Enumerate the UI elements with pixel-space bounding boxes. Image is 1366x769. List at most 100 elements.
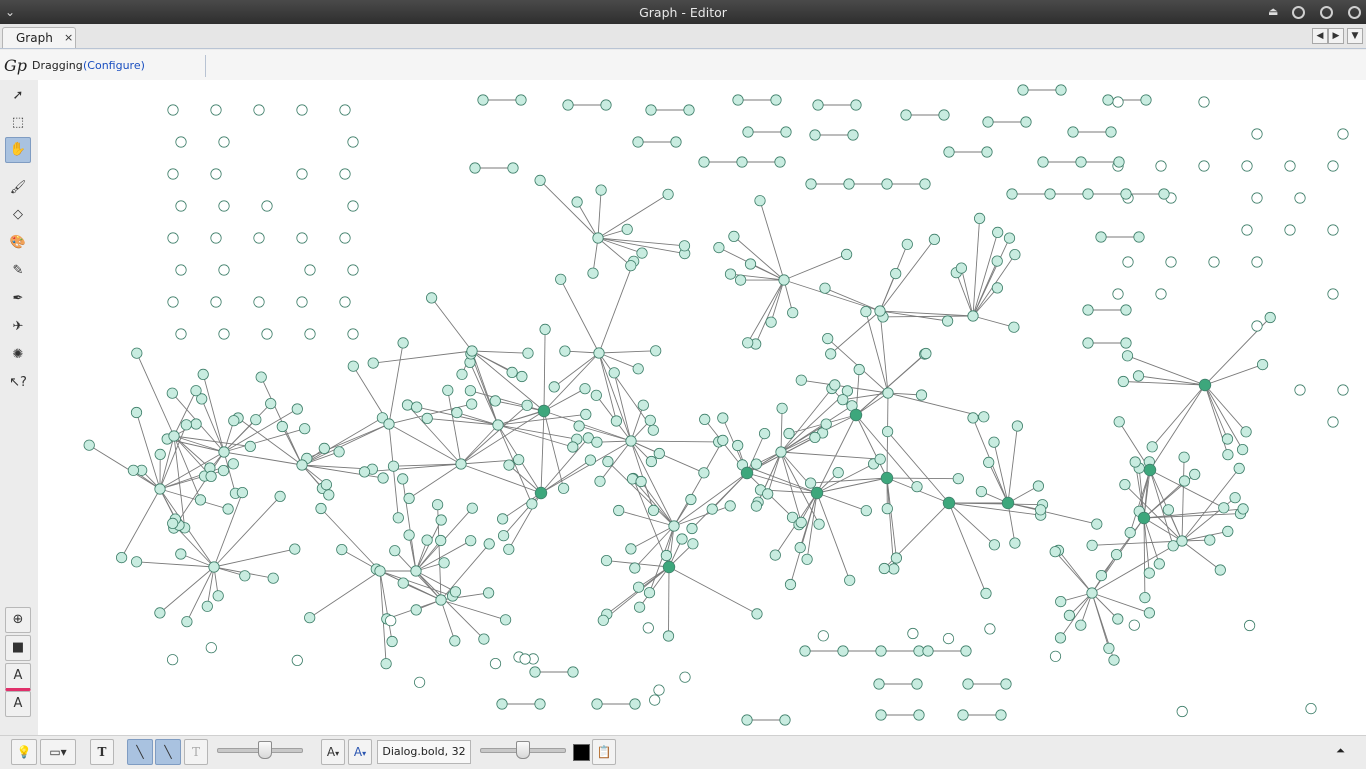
graph-node[interactable] <box>478 95 488 105</box>
graph-node[interactable] <box>714 242 724 252</box>
graph-node[interactable] <box>876 646 886 656</box>
graph-node[interactable] <box>466 536 476 546</box>
graph-node[interactable] <box>679 241 689 251</box>
graph-node[interactable] <box>1223 450 1233 460</box>
graph-node[interactable] <box>745 259 755 269</box>
graph-node[interactable] <box>490 658 500 668</box>
graph-node[interactable] <box>538 405 550 417</box>
graph-node[interactable] <box>588 268 598 278</box>
graph-node[interactable] <box>592 699 602 709</box>
graph-node[interactable] <box>876 710 886 720</box>
graph-node[interactable] <box>457 369 467 379</box>
graph-node[interactable] <box>788 308 798 318</box>
graph-node[interactable] <box>593 233 603 243</box>
graph-node[interactable] <box>404 493 414 503</box>
graph-node[interactable] <box>439 558 449 568</box>
graph-node[interactable] <box>874 679 884 689</box>
graph-node[interactable] <box>806 179 816 189</box>
drag-hand-icon[interactable]: ✋ <box>5 137 31 163</box>
graph-node[interactable] <box>742 715 752 725</box>
graph-node[interactable] <box>206 471 216 481</box>
graph-node[interactable] <box>923 646 933 656</box>
graph-node[interactable] <box>637 248 647 258</box>
graph-node[interactable] <box>800 646 810 656</box>
graph-node[interactable] <box>514 455 524 465</box>
graph-node[interactable] <box>568 667 578 677</box>
graph-node[interactable] <box>305 329 315 339</box>
graph-node[interactable] <box>290 544 300 554</box>
graph-node[interactable] <box>1156 289 1166 299</box>
graph-node[interactable] <box>297 460 307 470</box>
graph-node[interactable] <box>784 428 794 438</box>
graph-node[interactable] <box>1252 193 1262 203</box>
graph-node[interactable] <box>733 95 743 105</box>
paintbrush-icon[interactable]: 🖌 <box>5 175 31 201</box>
graph-node[interactable] <box>601 555 611 565</box>
graph-node[interactable] <box>1177 706 1187 716</box>
graph-node[interactable] <box>479 634 489 644</box>
graph-node[interactable] <box>663 189 673 199</box>
graph-node[interactable] <box>953 474 963 484</box>
graph-node[interactable] <box>743 127 753 137</box>
graph-node[interactable] <box>700 414 710 424</box>
background-color-icon[interactable]: ■ <box>5 635 31 661</box>
graph-node[interactable] <box>1306 703 1316 713</box>
graph-node[interactable] <box>340 233 350 243</box>
graph-node[interactable] <box>484 539 494 549</box>
graph-node[interactable] <box>398 578 408 588</box>
graph-node[interactable] <box>340 297 350 307</box>
graph-node[interactable] <box>277 421 287 431</box>
graph-node[interactable] <box>348 137 358 147</box>
graph-node[interactable] <box>1004 233 1014 243</box>
graph-node[interactable] <box>1096 232 1106 242</box>
graph-node[interactable] <box>527 499 537 509</box>
graph-node[interactable] <box>128 465 138 475</box>
graph-node[interactable] <box>398 338 408 348</box>
graph-node[interactable] <box>1121 338 1131 348</box>
graph-node[interactable] <box>741 467 753 479</box>
graph-node[interactable] <box>968 413 978 423</box>
graph-node[interactable] <box>1113 614 1123 624</box>
graph-node[interactable] <box>821 419 831 429</box>
graph-node[interactable] <box>882 179 892 189</box>
graph-node[interactable] <box>268 573 278 583</box>
graph-node[interactable] <box>795 542 805 552</box>
graph-node[interactable] <box>766 317 776 327</box>
label-settings-icon[interactable]: 📋 <box>592 739 616 765</box>
graph-node[interactable] <box>733 440 743 450</box>
graph-node[interactable] <box>1113 97 1123 107</box>
graph-node[interactable] <box>981 588 991 598</box>
graph-node[interactable] <box>1144 568 1154 578</box>
graph-node[interactable] <box>387 636 397 646</box>
graph-node[interactable] <box>908 628 918 638</box>
graph-node[interactable] <box>1055 633 1065 643</box>
graph-node[interactable] <box>436 535 446 545</box>
graph-node[interactable] <box>523 348 533 358</box>
graph-node[interactable] <box>411 566 421 576</box>
graph-node[interactable] <box>781 127 791 137</box>
graph-node[interactable] <box>1338 385 1348 395</box>
graph-node[interactable] <box>467 346 477 356</box>
graph-node[interactable] <box>116 552 126 562</box>
graph-node[interactable] <box>775 157 785 167</box>
graph-node[interactable] <box>321 480 331 490</box>
graph-node[interactable] <box>818 631 828 641</box>
graph-node[interactable] <box>820 283 830 293</box>
graph-node[interactable] <box>725 501 735 511</box>
graph-node[interactable] <box>131 557 141 567</box>
graph-node[interactable] <box>684 105 694 115</box>
graph-node[interactable] <box>646 456 656 466</box>
graph-node[interactable] <box>902 239 912 249</box>
graph-node[interactable] <box>1252 321 1262 331</box>
graph-node[interactable] <box>219 265 229 275</box>
graph-node[interactable] <box>436 595 446 605</box>
graph-node[interactable] <box>218 465 228 475</box>
zoom-icon[interactable]: ⊕ <box>5 607 31 633</box>
graph-node[interactable] <box>992 283 1002 293</box>
graph-node[interactable] <box>1265 312 1275 322</box>
graph-node[interactable] <box>648 425 658 435</box>
graph-node[interactable] <box>520 654 530 664</box>
graph-node[interactable] <box>517 371 527 381</box>
graph-node[interactable] <box>404 530 414 540</box>
graph-node[interactable] <box>1285 225 1295 235</box>
